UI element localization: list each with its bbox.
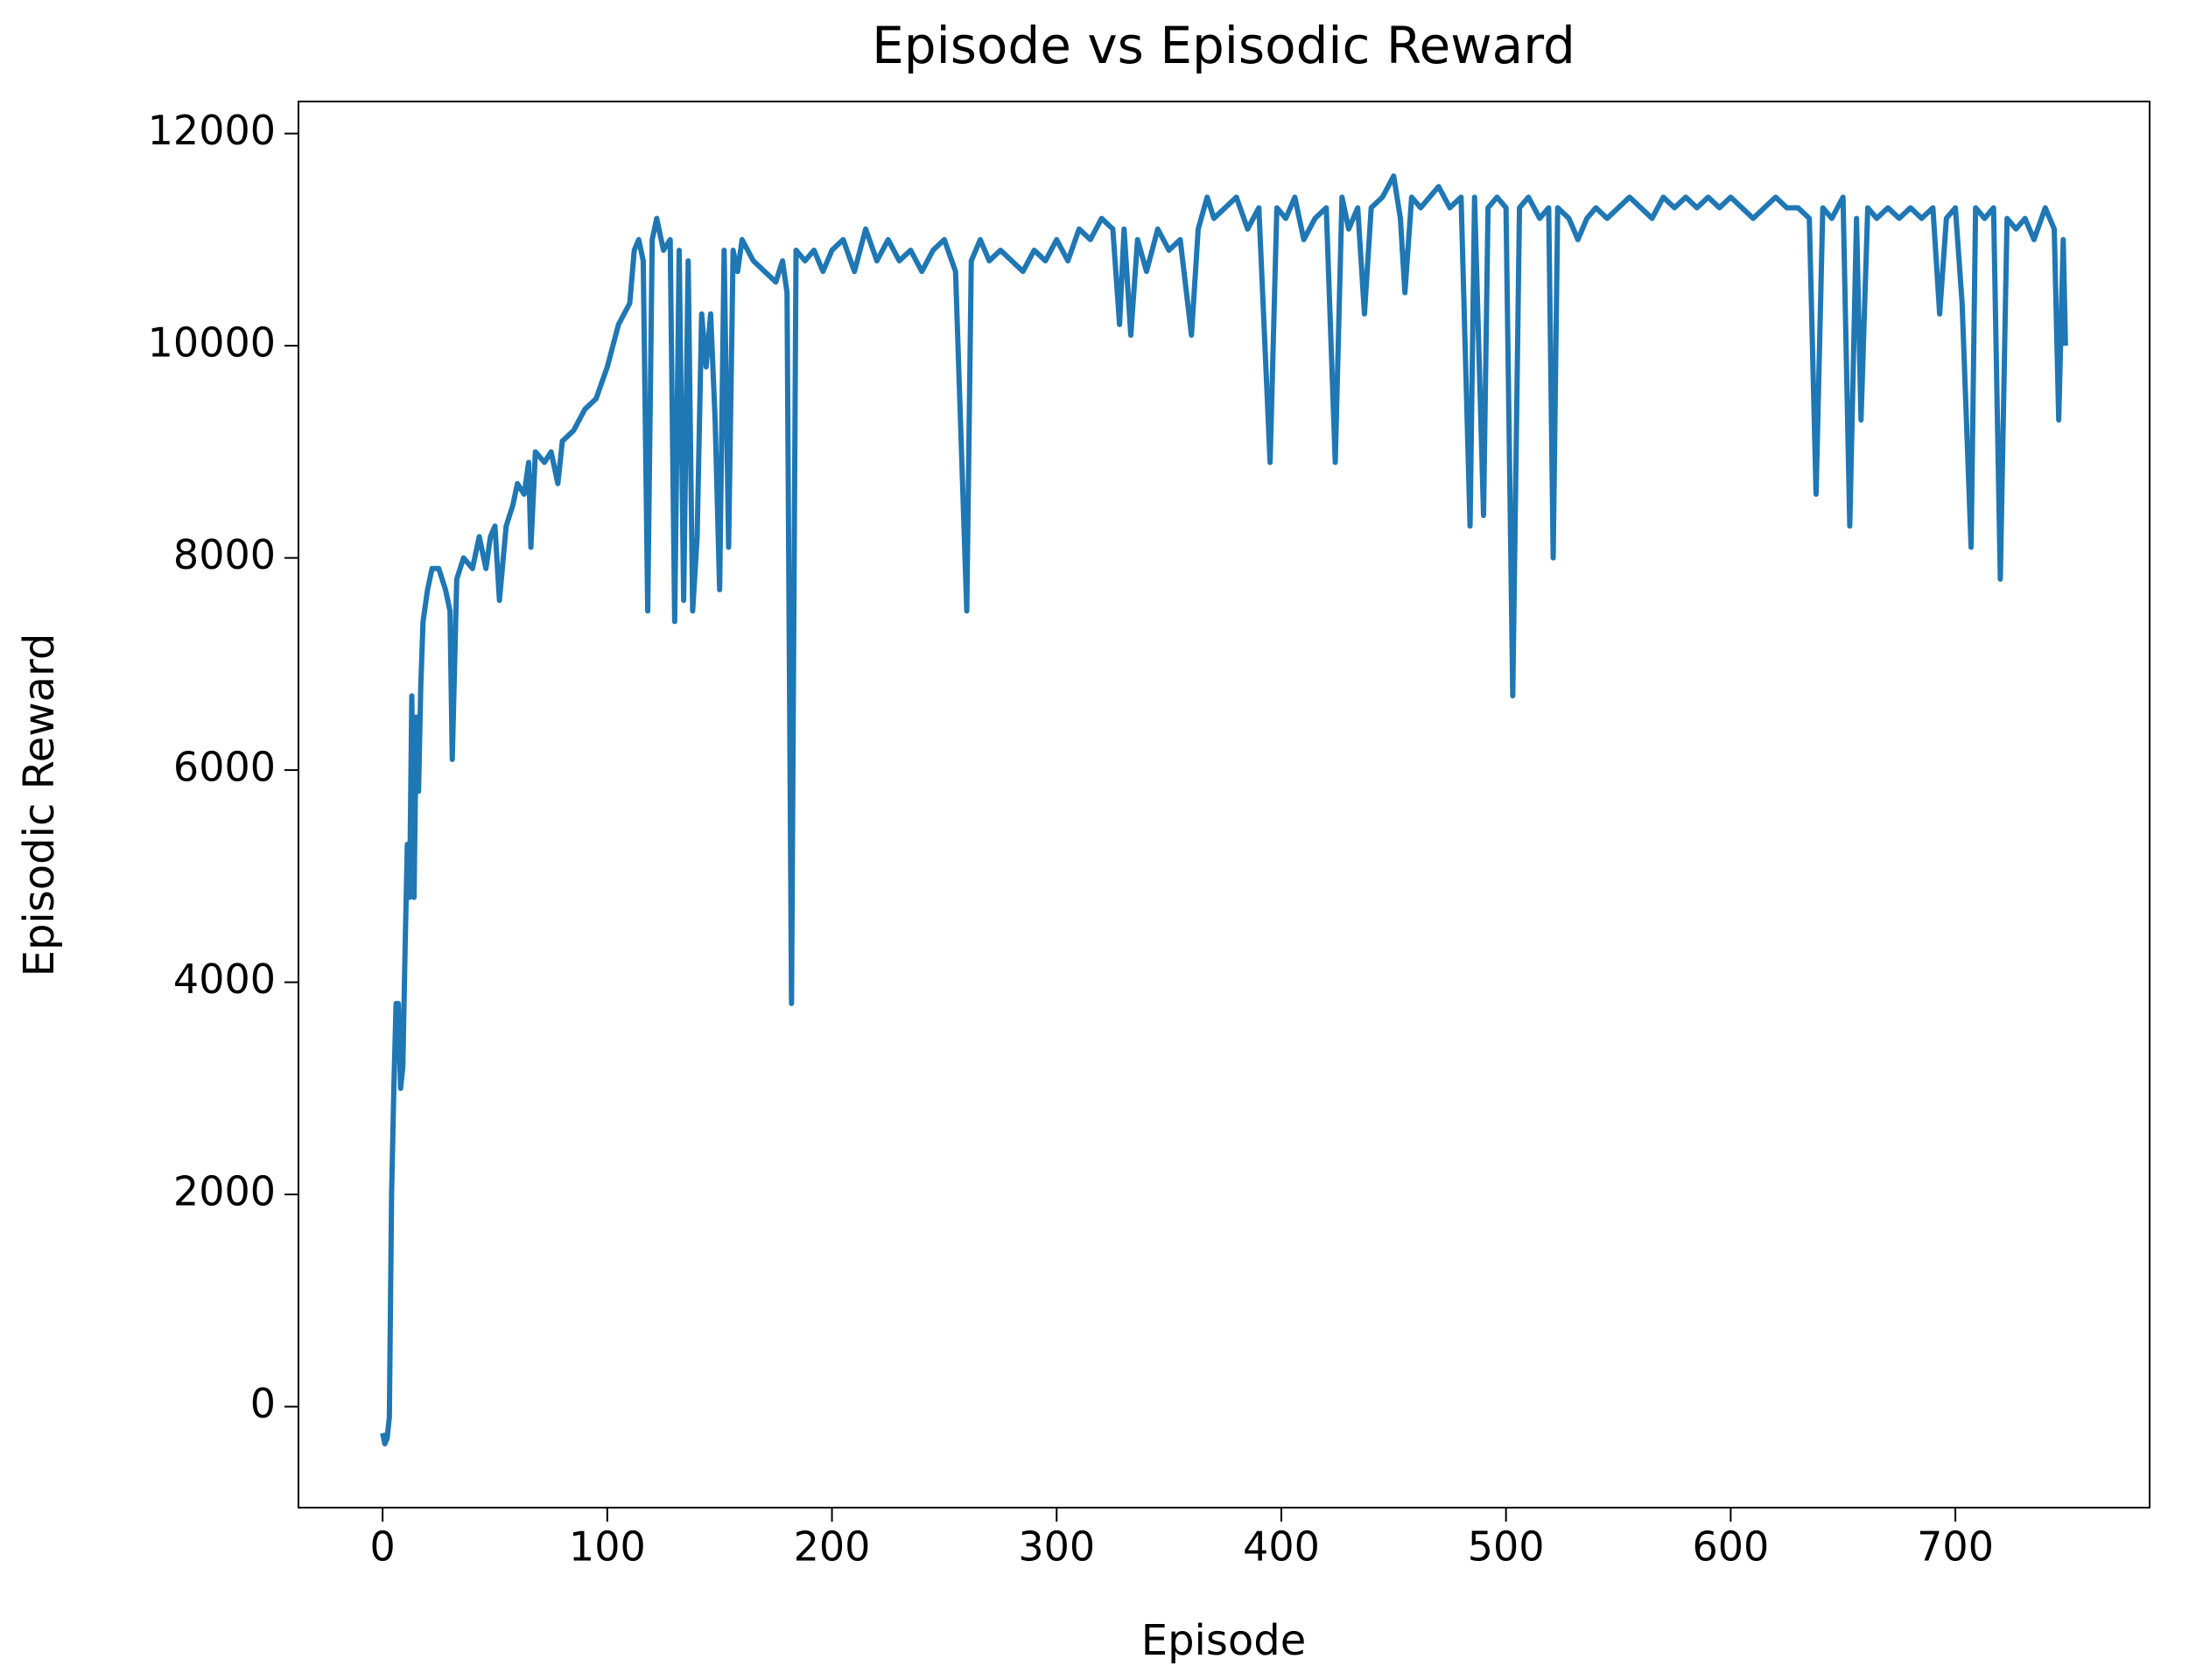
x-tick-label: 200 (794, 1523, 871, 1571)
x-tick-label: 600 (1692, 1523, 1769, 1571)
x-tick-label: 700 (1917, 1523, 1994, 1571)
y-tick-label: 8000 (173, 531, 276, 578)
plot-frame (298, 101, 2150, 1508)
x-tick-label: 500 (1468, 1523, 1545, 1571)
y-tick-label: 2000 (173, 1168, 276, 1215)
x-tick-label: 400 (1243, 1523, 1320, 1571)
y-tick-label: 6000 (173, 744, 276, 791)
y-tick-label: 12000 (148, 107, 276, 154)
chart-title: Episode vs Episodic Reward (872, 16, 1575, 75)
x-tick-label: 300 (1018, 1523, 1095, 1571)
x-tick-label: 0 (369, 1523, 395, 1571)
y-axis-label: Episodic Reward (15, 634, 64, 977)
y-tick-label: 4000 (173, 956, 276, 1003)
y-tick-label: 0 (250, 1380, 276, 1427)
data-line (380, 173, 2068, 1447)
y-tick-label: 10000 (148, 319, 276, 367)
x-axis-label: Episode (1141, 1616, 1307, 1665)
x-tick-label: 100 (569, 1523, 646, 1571)
